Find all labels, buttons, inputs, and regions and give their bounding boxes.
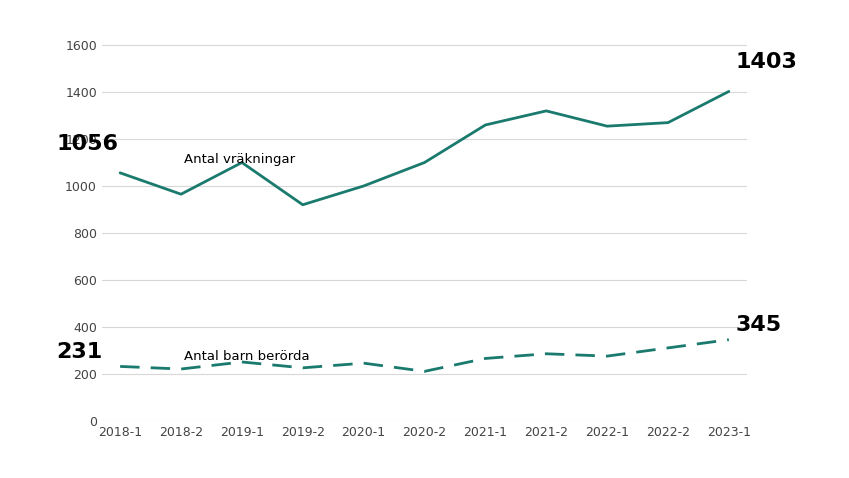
Text: 345: 345: [735, 315, 782, 335]
Text: Antal barn berörda: Antal barn berörda: [184, 350, 310, 363]
Text: 1056: 1056: [57, 134, 119, 154]
Text: 231: 231: [57, 342, 103, 362]
Text: 1403: 1403: [735, 52, 797, 72]
Text: Antal vräkningar: Antal vräkningar: [184, 153, 295, 166]
